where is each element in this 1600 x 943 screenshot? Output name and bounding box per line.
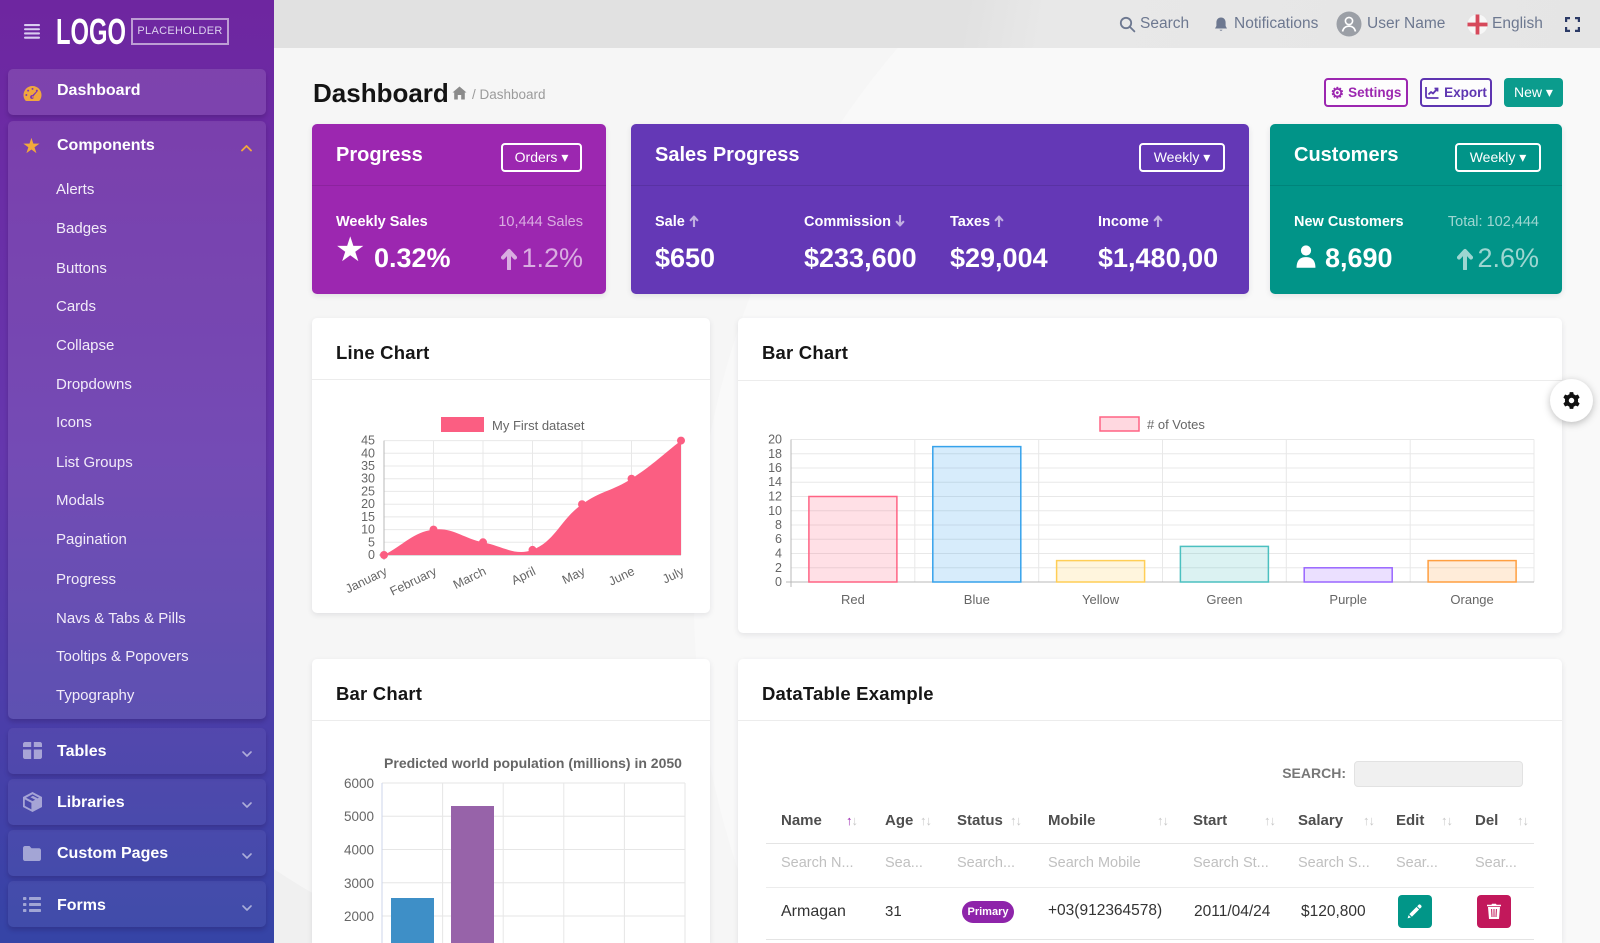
- svg-text:10: 10: [361, 523, 375, 537]
- svg-text:Orange: Orange: [1450, 592, 1493, 607]
- svg-text:Purple: Purple: [1329, 592, 1367, 607]
- svg-text:My First dataset: My First dataset: [492, 418, 585, 433]
- svg-text:0: 0: [775, 575, 782, 589]
- svg-text:3000: 3000: [344, 876, 374, 891]
- svg-text:20: 20: [361, 497, 375, 511]
- svg-text:35: 35: [361, 459, 375, 473]
- svg-text:Blue: Blue: [964, 592, 990, 607]
- svg-text:6: 6: [775, 532, 782, 546]
- svg-text:March: March: [451, 564, 488, 592]
- svg-text:May: May: [560, 564, 588, 587]
- svg-text:April: April: [509, 564, 538, 588]
- svg-text:2: 2: [775, 561, 782, 575]
- svg-text:June: June: [606, 564, 637, 588]
- svg-text:40: 40: [361, 446, 375, 460]
- svg-text:10: 10: [768, 504, 782, 518]
- svg-text:2000: 2000: [344, 909, 374, 924]
- svg-text:Red: Red: [841, 592, 865, 607]
- svg-text:18: 18: [768, 447, 782, 461]
- svg-text:25: 25: [361, 484, 375, 498]
- svg-text:4: 4: [775, 547, 782, 561]
- svg-text:Yellow: Yellow: [1082, 592, 1120, 607]
- svg-text:16: 16: [768, 461, 782, 475]
- svg-text:6000: 6000: [344, 776, 374, 791]
- svg-text:# of Votes: # of Votes: [1147, 417, 1205, 432]
- svg-text:14: 14: [768, 475, 782, 489]
- svg-text:5: 5: [368, 535, 375, 549]
- svg-text:January: January: [343, 564, 390, 596]
- svg-text:Predicted world population (mi: Predicted world population (millions) in…: [384, 755, 682, 771]
- svg-text:February: February: [388, 564, 440, 599]
- svg-text:Green: Green: [1206, 592, 1242, 607]
- svg-text:July: July: [660, 564, 687, 587]
- svg-text:30: 30: [361, 472, 375, 486]
- svg-text:5000: 5000: [344, 809, 374, 824]
- svg-text:8: 8: [775, 518, 782, 532]
- svg-text:20: 20: [768, 433, 782, 447]
- svg-text:0: 0: [368, 548, 375, 562]
- svg-text:12: 12: [768, 490, 782, 504]
- svg-text:45: 45: [361, 434, 375, 448]
- svg-text:15: 15: [361, 510, 375, 524]
- svg-text:4000: 4000: [344, 843, 374, 858]
